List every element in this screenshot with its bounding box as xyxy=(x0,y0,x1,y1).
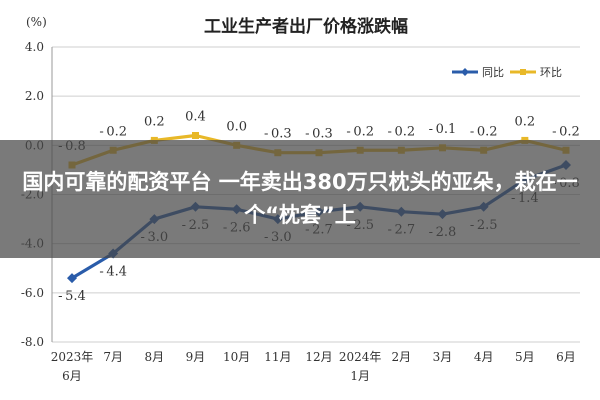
y-tick-label: -8.0 xyxy=(21,335,44,349)
data-label-mom: - 0.2 xyxy=(387,124,415,139)
legend-marker-mom xyxy=(520,69,526,75)
legend-marker-yoy xyxy=(461,68,469,76)
x-tick-label: 2023年 6月 xyxy=(51,350,94,383)
x-tick-label: 9月 xyxy=(186,350,206,364)
data-point-yoy xyxy=(67,273,77,284)
y-tick-label: -6.0 xyxy=(21,286,44,300)
y-tick-label: 2.0 xyxy=(25,89,44,103)
data-label-mom: - 0.2 xyxy=(470,124,498,139)
x-axis-ticks: 2023年 6月 7月 8月 9月 10月 11月 12月 2024年 1月 2月 3月 4月 5月 6月 xyxy=(51,350,576,383)
y-tick-label: 4.0 xyxy=(25,40,44,54)
x-tick-label: 3月 xyxy=(433,350,453,364)
data-label-mom: - 0.3 xyxy=(305,127,333,142)
legend-label-yoy: 同比 xyxy=(482,66,504,79)
legend-label-mom: 环比 xyxy=(540,66,562,79)
data-label-mom: - 0.1 xyxy=(429,122,457,137)
data-label-mom: - 0.2 xyxy=(346,124,374,139)
data-label-yoy: - 5.4 xyxy=(58,289,86,304)
x-tick-label: 11月 xyxy=(264,350,291,364)
data-label-mom: 0.2 xyxy=(144,114,165,129)
x-tick-label: 10月 xyxy=(223,350,250,364)
data-label-mom: - 0.2 xyxy=(99,124,127,139)
data-point-mom xyxy=(192,132,199,139)
x-tick-label: 6月 xyxy=(556,350,576,364)
data-label-yoy: - 4.4 xyxy=(99,265,127,280)
x-tick-label: 7月 xyxy=(103,350,123,364)
legend: 同比 环比 xyxy=(452,66,562,79)
x-tick-label: 12月 xyxy=(305,350,332,364)
headline-text[interactable]: 国内可靠的配资平台 一年卖出380万只枕头的亚朵，栽在一个“枕套”上 xyxy=(22,170,578,227)
x-tick-label: 4月 xyxy=(474,350,494,364)
chart-title: 工业生产者出厂价格涨跌幅 xyxy=(204,16,408,37)
headline-overlay[interactable]: 国内可靠的配资平台 一年卖出380万只枕头的亚朵，栽在一个“枕套”上 xyxy=(0,140,600,258)
data-label-mom: 0.4 xyxy=(185,110,206,125)
data-label-mom: - 0.3 xyxy=(264,127,292,142)
y-unit-label: (%) xyxy=(26,15,47,29)
data-label-mom: - 0.2 xyxy=(552,124,580,139)
x-tick-label: 5月 xyxy=(515,350,535,364)
data-label-mom: 0.2 xyxy=(514,114,535,129)
x-tick-label: 8月 xyxy=(145,350,165,364)
x-tick-label: 2月 xyxy=(392,350,412,364)
x-tick-label: 2024年 1月 xyxy=(339,350,382,383)
data-label-mom: 0.0 xyxy=(226,119,247,134)
